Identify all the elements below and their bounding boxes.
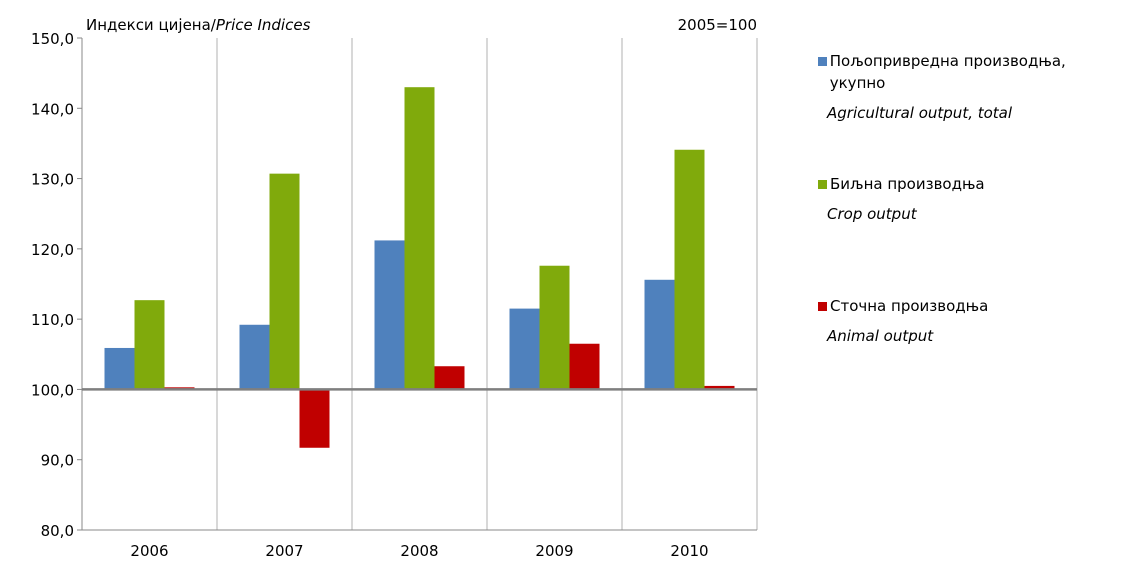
bar bbox=[704, 385, 735, 390]
y-tick-label: 110,0 bbox=[31, 311, 74, 329]
y-tick-label: 130,0 bbox=[31, 171, 74, 189]
legend-swatch bbox=[818, 180, 827, 189]
bar bbox=[644, 279, 675, 390]
legend-item: Биљна производња Crop output bbox=[818, 173, 1118, 225]
y-tick-label: 100,0 bbox=[31, 381, 74, 399]
y-tick-label: 90,0 bbox=[41, 452, 74, 470]
bar bbox=[674, 149, 705, 390]
legend-label: Сточна производња bbox=[830, 297, 989, 315]
y-tick-label: 150,0 bbox=[31, 30, 74, 48]
legend-label-en: Animal output bbox=[827, 327, 934, 345]
annotation: 2005=100 bbox=[678, 16, 757, 34]
bar bbox=[239, 324, 270, 390]
bar bbox=[374, 240, 405, 390]
y-tick-label: 80,0 bbox=[41, 522, 74, 540]
bar bbox=[539, 265, 570, 390]
x-tick-label: 2006 bbox=[130, 542, 168, 560]
legend-row: Биљна производња bbox=[818, 173, 1118, 195]
legend-label: Биљна производња bbox=[830, 175, 985, 193]
bar bbox=[299, 389, 330, 448]
x-tick-label: 2009 bbox=[535, 542, 573, 560]
legend-label-en: Agricultural output, total bbox=[827, 104, 1013, 122]
bar bbox=[269, 173, 300, 390]
legend-swatch bbox=[818, 302, 827, 311]
legend-item: Сточна производња Animal output bbox=[818, 295, 1118, 347]
bar bbox=[569, 343, 600, 390]
bar bbox=[434, 366, 465, 390]
bar bbox=[509, 308, 540, 390]
chart: Индекси цијена/Price Indices 2005=100 80… bbox=[31, 16, 758, 560]
bar bbox=[404, 87, 435, 390]
legend-label: Пољопривредна производња, укупно bbox=[829, 52, 1066, 92]
legend-row: Сточна производња bbox=[818, 295, 1118, 317]
legend-row: Пољопривредна производња, укупно bbox=[818, 50, 1118, 94]
title-local: Индекси цијена/ bbox=[86, 16, 217, 34]
y-tick-label: 120,0 bbox=[31, 241, 74, 259]
legend-swatch bbox=[818, 57, 827, 66]
y-tick-label: 140,0 bbox=[31, 100, 74, 118]
x-tick-label: 2007 bbox=[265, 542, 303, 560]
bar bbox=[134, 300, 165, 390]
chart-title: Индекси цијена/Price Indices bbox=[86, 16, 311, 34]
x-tick-label: 2010 bbox=[670, 542, 708, 560]
legend-label-en: Crop output bbox=[827, 205, 917, 223]
bar bbox=[104, 347, 135, 390]
legend-item: Пољопривредна производња, укупно Agricult… bbox=[818, 50, 1118, 124]
title-en: Price Indices bbox=[216, 16, 311, 34]
x-tick-label: 2008 bbox=[400, 542, 438, 560]
